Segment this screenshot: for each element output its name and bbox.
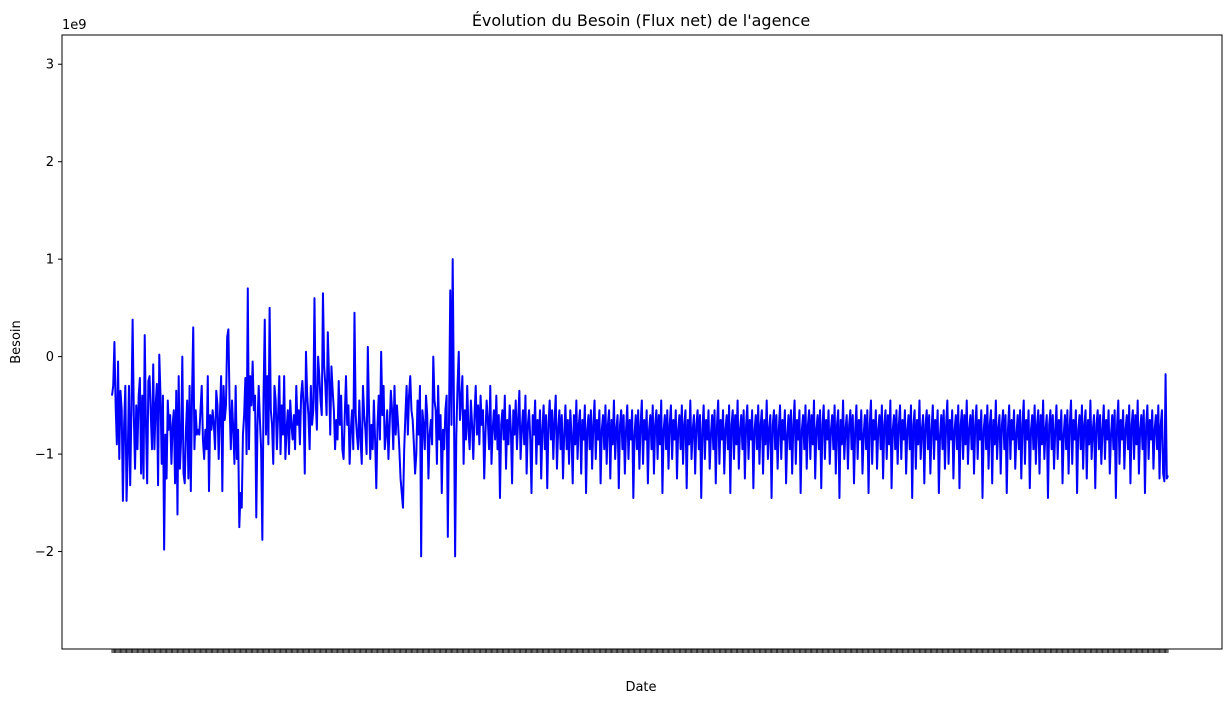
- plot-area: −2 −1 0 1 2 3: [35, 34, 1223, 653]
- y-tick-label: 3: [46, 58, 54, 73]
- y-tick-label: 1: [46, 253, 54, 268]
- y-tick-label: 2: [46, 155, 54, 170]
- x-axis-label: Date: [625, 680, 656, 695]
- plot-frame: [61, 34, 1223, 650]
- y-tick-label: 0: [46, 350, 54, 365]
- y-axis-ticks: −2 −1 0 1 2 3: [35, 58, 62, 560]
- x-axis-ticks: [111, 649, 1169, 653]
- chart-title: Évolution du Besoin (Flux net) de l'agen…: [472, 11, 810, 30]
- y-tick-label: −1: [35, 448, 54, 463]
- y-tick-label: −2: [35, 545, 54, 560]
- y-axis-label: Besoin: [9, 320, 24, 364]
- series-line-besoin: [111, 258, 1169, 558]
- y-axis-offset-label: 1e9: [62, 18, 87, 33]
